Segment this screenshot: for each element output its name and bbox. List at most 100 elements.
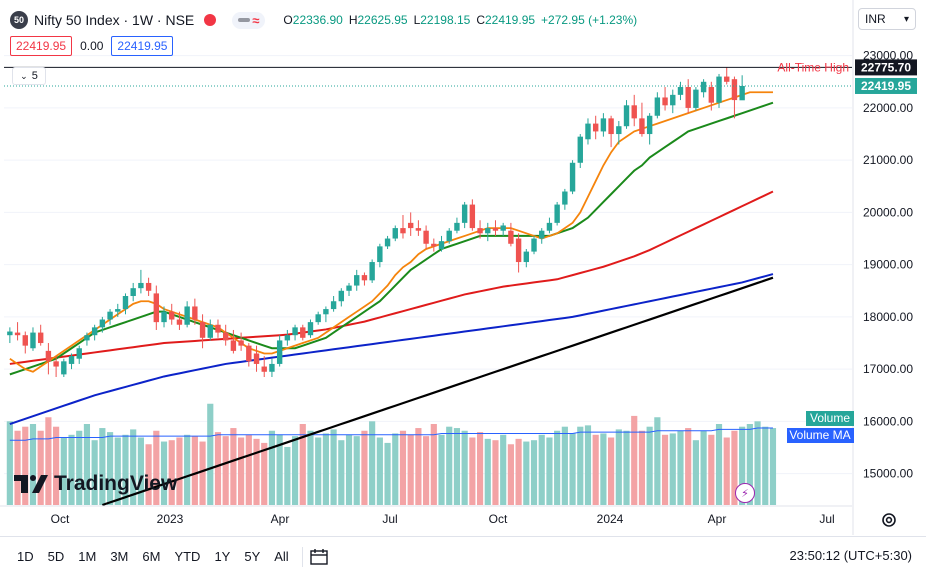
volume-bar [438, 434, 445, 505]
sma-50-line [9, 190, 774, 365]
candle-body [639, 118, 645, 135]
spread-value: 0.00 [80, 39, 104, 53]
candle-body [246, 345, 252, 362]
lightning-icon[interactable]: ⚡ [735, 483, 755, 503]
change-readout: +272.95 (+1.23%) [541, 13, 638, 27]
range-ytd[interactable]: YTD [174, 549, 201, 564]
buy-price-box[interactable]: 22419.95 [111, 36, 174, 56]
volume-bar [685, 428, 692, 505]
time-tick-label: Oct [489, 512, 508, 526]
time-tick-label: Jul [819, 512, 834, 526]
symbol-badge[interactable]: 50 [10, 11, 28, 29]
range-3m[interactable]: 3M [110, 549, 129, 564]
candle-body [731, 79, 738, 101]
indicator-count: 5 [31, 70, 38, 82]
logo-text: TradingView [54, 472, 178, 495]
candle-body [107, 311, 113, 320]
volume-bar [731, 430, 738, 505]
volume-bar [430, 424, 437, 505]
volume-bar [145, 444, 152, 505]
volume-bar [68, 434, 75, 505]
volume-bar [153, 430, 160, 505]
volume-bar [407, 434, 414, 505]
range-6m[interactable]: 6M [142, 549, 161, 564]
volume-bar [114, 437, 121, 505]
currency-select[interactable]: INR ▾ [858, 8, 916, 30]
symbol-title[interactable]: Nifty 50 Index · 1W · NSE [34, 12, 195, 28]
volume-bar [423, 436, 430, 505]
symbol-legend: 50 Nifty 50 Index · 1W · NSE ≈ O 22336.90… [10, 10, 643, 30]
candle-body [369, 262, 375, 281]
volume-bar [214, 432, 222, 505]
volume-bar [330, 429, 337, 505]
price-axis[interactable]: 23000.00 22000.00 21000.00 20000.00 19000.00… [787, 0, 913, 535]
range-1y[interactable]: 1Y [214, 549, 231, 564]
candle-body [616, 126, 622, 135]
chart-toggle-pill[interactable]: ≈ [232, 11, 266, 29]
candle-body [569, 162, 576, 192]
candle-body [22, 335, 28, 346]
volume-bar [723, 437, 730, 505]
range-all[interactable]: All [274, 549, 289, 564]
volume-bar [546, 437, 553, 505]
candle-body [500, 225, 506, 231]
candle-body [554, 204, 560, 223]
time-tick-label: 2023 [157, 512, 184, 526]
volume-bar [523, 441, 530, 505]
toolbar-divider [301, 546, 303, 567]
candle-body [592, 123, 599, 132]
volume-ma-tag [787, 428, 854, 443]
price-tick-label: 18000.00 [863, 310, 913, 324]
candle-body [269, 363, 275, 372]
candle-body [585, 123, 591, 140]
last-price-tag [855, 77, 917, 94]
volume-bar [184, 434, 191, 505]
volume-ma-polyline [9, 427, 773, 441]
candle-body [577, 136, 583, 163]
indicators-collapse-button[interactable]: ⌄ 5 [12, 67, 46, 85]
volume-bar [191, 436, 198, 505]
volume-bar [299, 424, 306, 505]
settings-gear-icon[interactable] [880, 511, 898, 529]
volume-bar [376, 437, 383, 505]
clock-readout[interactable]: 23:50:12 (UTC+5:30) [789, 548, 912, 563]
range-5d[interactable]: 5D [47, 549, 65, 564]
volume-bar [261, 442, 268, 505]
time-axis[interactable]: Oct 2023 Apr Jul Oct 2024 Apr Jul [0, 505, 852, 526]
candle-body [184, 306, 190, 325]
volume-bar [37, 430, 44, 505]
volume-bar [14, 430, 21, 505]
volume-bar [268, 430, 276, 505]
candle-body [276, 340, 283, 364]
tradingview-logo[interactable]: TradingView [14, 472, 177, 496]
candle-body [91, 327, 98, 336]
candle-body [700, 81, 707, 93]
volume-bar [361, 430, 368, 505]
volume-bar [238, 437, 245, 505]
candle-body [600, 118, 607, 132]
volume-bar [207, 403, 214, 505]
calendar-range-icon[interactable] [309, 548, 329, 566]
volume-bar [415, 428, 422, 505]
time-tick-label: Apr [708, 512, 727, 526]
market-status-dot[interactable] [204, 14, 217, 26]
sell-price-box[interactable]: 22419.95 [10, 36, 73, 56]
time-tick-label: Jul [382, 512, 397, 526]
volume-bar [22, 426, 29, 505]
range-1d[interactable]: 1D [17, 549, 34, 564]
candle-body [68, 356, 75, 364]
range-1m[interactable]: 1M [78, 549, 97, 564]
candle-body [284, 335, 291, 341]
candle-body [338, 290, 345, 302]
volume-bar [222, 436, 229, 505]
range-5y[interactable]: 5Y [244, 549, 261, 564]
candle-body [169, 311, 175, 320]
volume-bar [669, 433, 676, 505]
volume-bar [461, 430, 468, 505]
candle-body [623, 105, 630, 127]
candle-body [122, 296, 129, 310]
volume-bar [577, 426, 584, 505]
volume-bar [29, 424, 37, 505]
volume-tag-label: Volume [810, 411, 850, 425]
